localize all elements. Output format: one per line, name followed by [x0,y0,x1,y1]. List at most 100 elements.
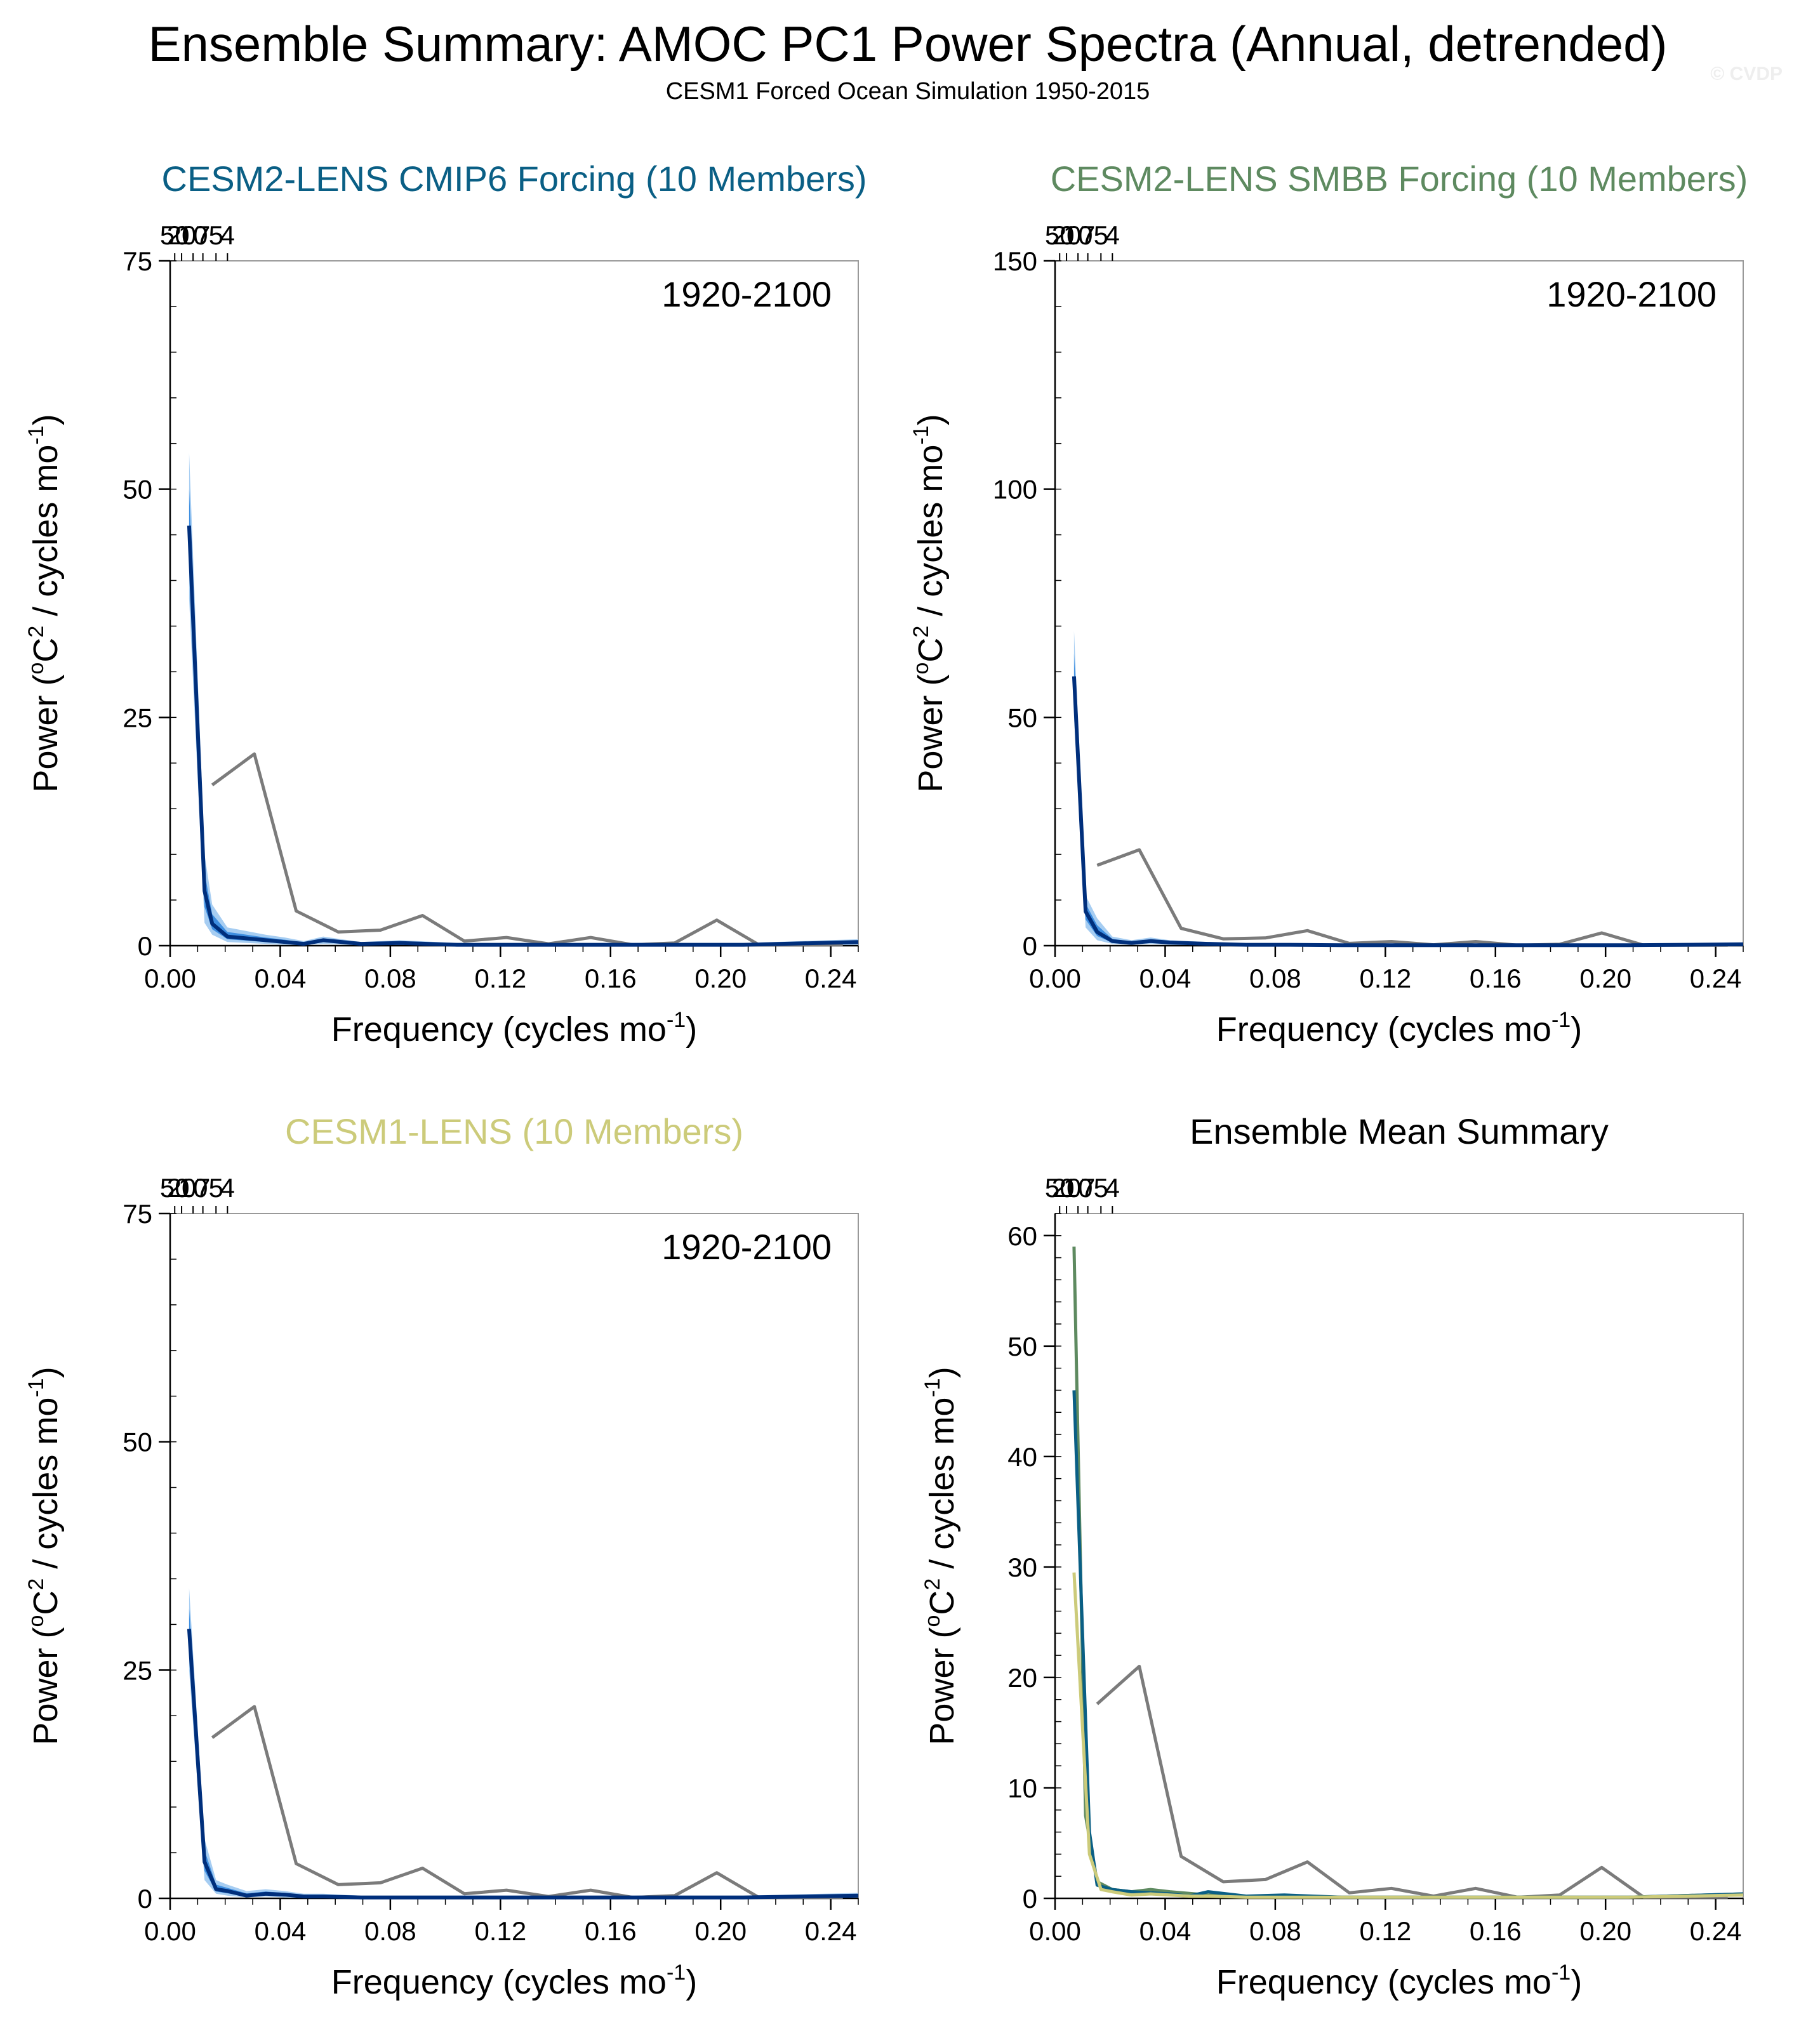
period-tick-label: 50 [1045,220,1075,250]
x-tick-label: 0.12 [474,1916,526,1946]
period-tick-label: 7 [1080,220,1095,250]
period-range-label: 1920-2100 [1546,274,1717,314]
period-tick-label: 50 [160,1173,190,1203]
x-tick-label: 0.08 [364,1916,416,1946]
ensemble-interquartile-band [1073,653,1743,946]
period-tick-label: 7 [196,1173,210,1203]
y-tick-label: 25 [123,1655,152,1685]
ensemble-interquartile-band [189,489,858,946]
y-tick-label: 10 [1007,1773,1037,1803]
x-tick-label: 0.00 [1029,1916,1081,1946]
x-tick-label: 0.20 [1579,1916,1631,1946]
x-axis-label: Frequency (cycles mo-1) [1216,1008,1582,1049]
x-tick-label: 0.24 [1690,963,1742,993]
x-tick-label: 0.24 [1690,1916,1742,1946]
x-tick-label: 0.04 [1139,1916,1192,1946]
period-tick-label: 10 [178,1173,208,1203]
period-tick-label: 20 [1052,220,1082,250]
y-tick-label: 60 [1007,1221,1037,1251]
x-tick-label: 0.12 [1359,963,1411,993]
period-tick-label: 7 [196,220,210,250]
period-range-label: 1920-2100 [661,1227,832,1267]
period-tick-label: 4 [220,1173,235,1203]
period-tick-label: 10 [178,220,208,250]
x-tick-label: 0.04 [1139,963,1192,993]
period-tick-label: 7 [1080,1173,1095,1203]
y-tick-label: 0 [138,1884,152,1914]
observations-line [211,752,843,947]
figure-subtitle: CESM1 Forced Ocean Simulation 1950-2015 [666,78,1150,105]
observations-line [1096,1665,1728,1899]
panel-title-smbb: CESM2-LENS SMBB Forcing (10 Members) [1051,159,1748,199]
plot-frame [169,1213,859,1899]
y-tick-label: 50 [1007,1332,1037,1361]
ensemble-mean-line [1072,676,1744,948]
ensemble-mean-line [187,1629,859,1900]
mean-cesm1-line [1072,1572,1744,1899]
y-axis-label: Power (oC2 / cycles mo-1) [920,1366,961,1745]
x-tick-label: 0.20 [694,963,747,993]
x-tick-label: 0.08 [1249,1916,1301,1946]
period-tick-label: 20 [167,220,197,250]
period-tick-label: 10 [1063,1173,1093,1203]
panel-title-cesm1: CESM1-LENS (10 Members) [285,1111,743,1151]
ensemble-interquartile-band [189,1608,858,1898]
plot-frame [1054,260,1744,946]
y-axis-label: Power (oC2 / cycles mo-1) [24,1366,65,1745]
x-tick-label: 0.16 [1470,1916,1522,1946]
y-tick-label: 100 [993,475,1037,505]
y-axis-label: Power (oC2 / cycles mo-1) [909,414,950,792]
x-tick-label: 0.24 [805,1916,857,1946]
ensemble-range-band [189,453,858,946]
x-tick-label: 0.00 [144,963,196,993]
y-tick-label: 150 [993,246,1037,276]
period-tick-label: 4 [1105,1173,1120,1203]
plot-frame [169,260,859,946]
x-tick-label: 0.20 [1579,963,1631,993]
period-tick-label: 5 [1094,1173,1108,1203]
x-tick-label: 0.12 [1359,1916,1411,1946]
plot-frame [1054,1213,1744,1899]
watermark: © CVDP [1710,63,1783,84]
panel-smbb: CESM2-LENS SMBB Forcing (10 Members)0501… [909,159,1748,1049]
y-tick-label: 40 [1007,1442,1037,1472]
x-tick-label: 0.08 [1249,963,1301,993]
figure-title: Ensemble Summary: AMOC PC1 Power Spectra… [148,16,1667,72]
period-tick-label: 5 [1094,220,1108,250]
y-tick-label: 75 [123,246,152,276]
x-axis-label: Frequency (cycles mo-1) [331,1961,697,2001]
x-axis-label: Frequency (cycles mo-1) [331,1008,697,1049]
ensemble-mean-line [187,526,859,947]
x-tick-label: 0.20 [694,1916,747,1946]
y-tick-label: 0 [138,931,152,961]
x-tick-label: 0.16 [585,963,637,993]
x-tick-label: 0.08 [364,963,416,993]
x-tick-label: 0.16 [585,1916,637,1946]
period-tick-label: 50 [160,220,190,250]
y-tick-label: 30 [1007,1552,1037,1582]
x-tick-label: 0.24 [805,963,857,993]
x-tick-label: 0.04 [255,1916,307,1946]
period-tick-label: 4 [220,220,235,250]
x-axis-label: Frequency (cycles mo-1) [1216,1961,1582,2001]
y-tick-label: 50 [123,1427,152,1457]
ensemble-range-band [1073,630,1743,946]
y-tick-label: 0 [1023,931,1037,961]
panel-title-cmip6: CESM2-LENS CMIP6 Forcing (10 Members) [162,159,867,199]
period-tick-label: 5 [209,220,223,250]
period-range-label: 1920-2100 [661,274,832,314]
x-tick-label: 0.12 [474,963,526,993]
mean-smbb-line [1072,1247,1744,1899]
period-tick-label: 50 [1045,1173,1075,1203]
x-tick-label: 0.00 [1029,963,1081,993]
period-tick-label: 20 [1052,1173,1082,1203]
y-tick-label: 50 [1007,703,1037,732]
panel-cmip6: CESM2-LENS CMIP6 Forcing (10 Members) 0 25… [24,159,867,1049]
x-tick-label: 0.04 [255,963,307,993]
y-axis-label: Power (oC2 / cycles mo-1) [24,414,65,792]
period-tick-label: 4 [1105,220,1120,250]
panel-title-summary: Ensemble Mean Summary [1190,1111,1609,1151]
x-tick-label: 0.00 [144,1916,196,1946]
period-tick-label: 10 [1063,220,1093,250]
